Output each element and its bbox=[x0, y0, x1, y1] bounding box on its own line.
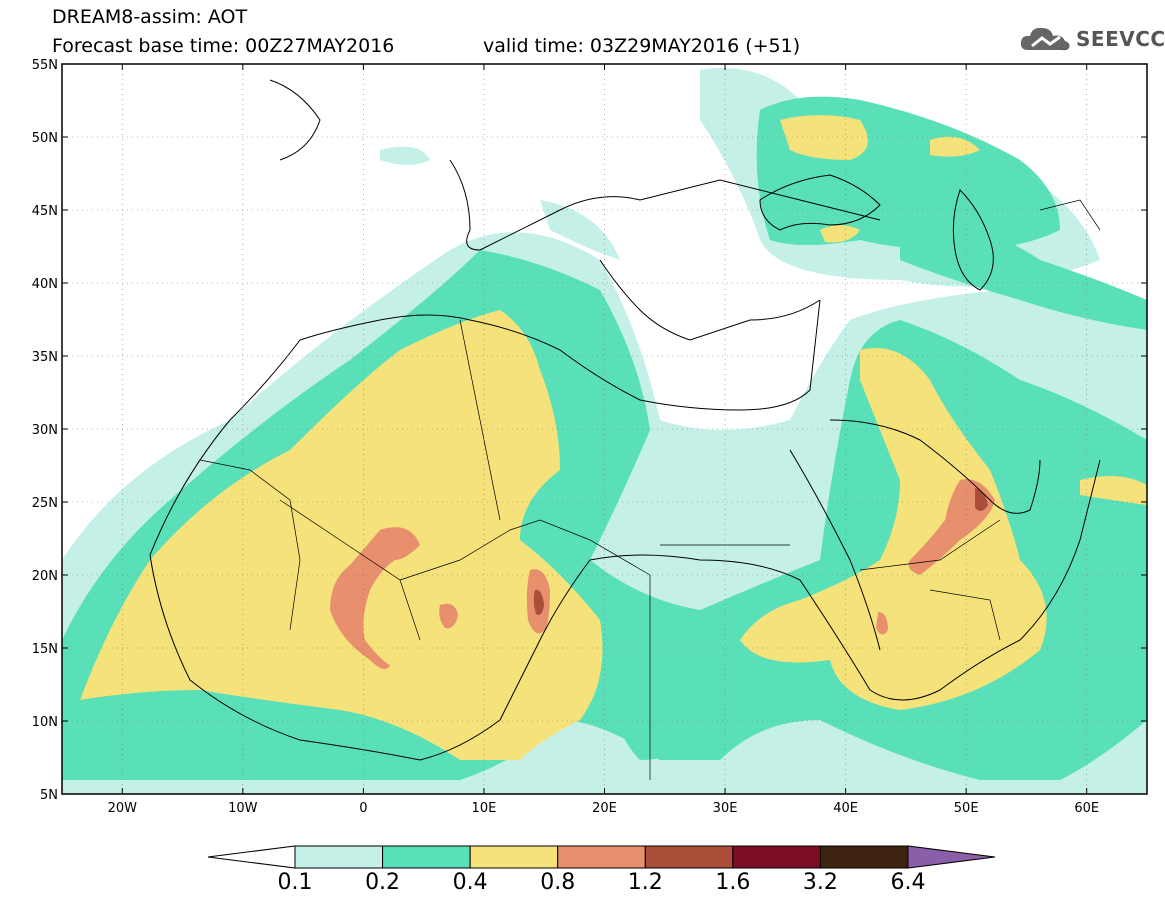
colorbar bbox=[207, 845, 996, 869]
colorbar-max-arrow bbox=[907, 845, 996, 869]
y-tick-label: 25N bbox=[32, 496, 58, 511]
valid-time: valid time: 03Z29MAY2016 (+51) bbox=[483, 35, 801, 57]
x-tick-label: 40E bbox=[833, 801, 858, 816]
map-title: DREAM8-assim: AOT bbox=[52, 6, 248, 28]
y-tick-label: 5N bbox=[40, 788, 58, 803]
x-tick-label: 0 bbox=[359, 801, 367, 816]
colorbar-swatch bbox=[644, 845, 734, 869]
y-tick-label: 40N bbox=[32, 277, 58, 292]
colorbar-swatch bbox=[732, 845, 821, 869]
aot-band-0.4 bbox=[80, 115, 1147, 760]
colorbar-swatch bbox=[469, 845, 559, 869]
x-tick-label: 20E bbox=[592, 801, 617, 816]
colorbar-label: 0.8 bbox=[540, 870, 576, 895]
country-borders bbox=[199, 199, 1101, 780]
y-tick-label: 10N bbox=[32, 715, 58, 730]
colorbar-label: 6.4 bbox=[890, 870, 926, 895]
colorbar-label: 0.1 bbox=[277, 870, 313, 895]
logo-text: SEEVCCC bbox=[1076, 27, 1165, 51]
x-tick-label: 10E bbox=[472, 801, 497, 816]
colorbar-label: 0.2 bbox=[365, 870, 401, 895]
y-tick-label: 30N bbox=[32, 423, 58, 438]
y-tick-label: 15N bbox=[32, 642, 58, 657]
y-tick-label: 20N bbox=[32, 569, 58, 584]
aot-band-1.2 bbox=[533, 488, 988, 615]
y-tick-label: 55N bbox=[32, 58, 58, 73]
colorbar-min-arrow bbox=[207, 845, 296, 869]
colorbar-label: 3.2 bbox=[802, 870, 838, 895]
seevccc-logo: SEEVCCC bbox=[1018, 22, 1165, 56]
colorbar-label: 0.4 bbox=[452, 870, 488, 895]
aot-band-0.8 bbox=[330, 479, 995, 669]
y-tick-label: 45N bbox=[32, 204, 58, 219]
x-tick-label: 20W bbox=[108, 801, 138, 816]
x-tick-label: 50E bbox=[954, 801, 979, 816]
colorbar-label: 1.2 bbox=[627, 870, 663, 895]
colorbar-label: 1.6 bbox=[715, 870, 751, 895]
colorbar-swatch bbox=[294, 845, 384, 869]
x-tick-label: 10W bbox=[228, 801, 258, 816]
coastlines bbox=[149, 79, 1101, 761]
y-tick-label: 35N bbox=[32, 350, 58, 365]
colorbar-swatch bbox=[557, 845, 646, 869]
x-tick-label: 30E bbox=[713, 801, 738, 816]
y-tick-label: 50N bbox=[32, 131, 58, 146]
forecast-base-time: Forecast base time: 00Z27MAY2016 bbox=[52, 35, 395, 57]
colorbar-swatch bbox=[382, 845, 471, 869]
x-axis: 20W 10W 0 10E 20E 30E 40E 50E 60E bbox=[108, 64, 1099, 816]
y-axis: 55N 50N 45N 40N 35N 30N 25N 20N 15N 10N 5N bbox=[32, 58, 1147, 803]
x-tick-label: 60E bbox=[1074, 801, 1099, 816]
cloud-icon bbox=[1020, 27, 1070, 51]
colorbar-swatch bbox=[819, 845, 909, 869]
